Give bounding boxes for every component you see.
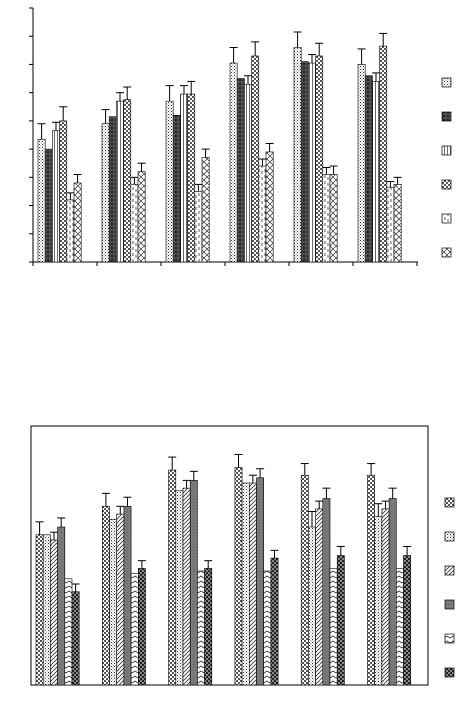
bar-s2-g0 [52, 130, 60, 263]
bar-s4-g0 [64, 578, 73, 686]
bar-s0-g3 [234, 467, 243, 686]
bar-s1-g4 [300, 61, 309, 263]
plot-border [30, 425, 429, 686]
bar-s0-g2 [165, 100, 174, 263]
bar-s3-g0 [57, 526, 66, 686]
legend-swatch-2 [441, 145, 452, 156]
bar-s4-g4 [329, 568, 338, 686]
bar-s2-g0 [50, 539, 58, 686]
bar-s0-g1 [101, 123, 110, 263]
legend-swatch-3 [441, 179, 452, 190]
bar-s2-g3 [249, 482, 257, 686]
legend-swatch-3 [444, 599, 455, 610]
bar-s3-g1 [123, 505, 132, 686]
bar-s2-g2 [182, 487, 191, 686]
legend-swatch-2 [444, 565, 455, 576]
bar-s1-g2 [172, 114, 181, 263]
bar-s5-g0 [71, 591, 80, 686]
bar-s4-g5 [386, 186, 395, 263]
bar-s3-g2 [187, 93, 196, 263]
legend-swatch-4 [444, 633, 455, 644]
bar-s3-g5 [388, 498, 397, 686]
legend-swatch-5 [441, 247, 452, 258]
legend-swatch-0 [444, 497, 455, 508]
bar-s4-g2 [197, 570, 205, 686]
bar-s5-g3 [270, 557, 279, 686]
bar-s5-g4 [329, 174, 338, 263]
bar-s3-g0 [59, 120, 68, 263]
bar-s1-g1 [108, 116, 117, 263]
legend-swatch-4 [441, 213, 452, 224]
bar-s1-g5 [364, 75, 373, 263]
bar-s3-g4 [322, 498, 331, 686]
bar-s1-g1 [109, 518, 117, 686]
bar-s2-g1 [116, 513, 125, 686]
bar-s3-g1 [123, 99, 132, 263]
bar-s1-g2 [175, 490, 184, 686]
bar-s5-g2 [204, 568, 213, 686]
bar-s5-g3 [265, 151, 274, 263]
bar-s5-g2 [201, 157, 210, 263]
bar-s0-g5 [367, 474, 375, 686]
bar-s3-g3 [256, 477, 264, 686]
bar-s1-g3 [241, 482, 250, 686]
bar-s5-g1 [137, 171, 146, 263]
legend-swatch-0 [441, 77, 452, 88]
bar-s2-g3 [244, 83, 252, 263]
bar-s5-g1 [138, 568, 146, 686]
bar-s4-g1 [130, 573, 139, 686]
bar-chart-top [29, 7, 452, 266]
bar-s4-g5 [395, 568, 404, 686]
bar-s5-g5 [403, 555, 411, 686]
bar-s0-g4 [300, 474, 309, 686]
bar-s4-g1 [130, 184, 139, 263]
bar-s4-g3 [258, 165, 267, 263]
bar-s4-g0 [66, 199, 75, 263]
bar-s2-g2 [180, 93, 188, 263]
bar-s2-g4 [315, 508, 324, 686]
legend-swatch-5 [444, 667, 455, 678]
bar-s1-g5 [374, 516, 383, 686]
bar-s0-g3 [229, 62, 238, 263]
legend-swatch-1 [444, 531, 455, 542]
bar-s1-g3 [236, 78, 245, 263]
bar-s2-g5 [381, 508, 390, 686]
bar-s1-g0 [44, 148, 53, 263]
bar-s5-g0 [73, 182, 82, 263]
bar-s1-g0 [42, 534, 51, 686]
bar-s0-g0 [37, 138, 46, 263]
bar-s0-g0 [35, 534, 44, 686]
bar-s5-g5 [393, 184, 402, 263]
bar-s2-g4 [308, 62, 316, 263]
bar-chart-bottom [30, 425, 455, 686]
bar-s1-g4 [308, 526, 316, 686]
bar-s0-g1 [102, 505, 110, 686]
bar-s3-g5 [379, 45, 388, 263]
bar-s4-g4 [322, 174, 331, 263]
bar-s0-g5 [357, 64, 366, 263]
bar-s3-g2 [189, 480, 198, 686]
bar-s3-g4 [315, 55, 324, 263]
bar-s2-g5 [372, 81, 380, 263]
bar-s2-g1 [116, 100, 124, 263]
legend-swatch-1 [441, 111, 452, 122]
bar-s3-g3 [251, 55, 260, 263]
bar-s4-g3 [263, 570, 272, 686]
bar-s0-g2 [168, 469, 177, 686]
bar-s5-g4 [336, 555, 345, 686]
bar-s0-g4 [293, 47, 302, 263]
bar-s4-g2 [194, 191, 203, 263]
